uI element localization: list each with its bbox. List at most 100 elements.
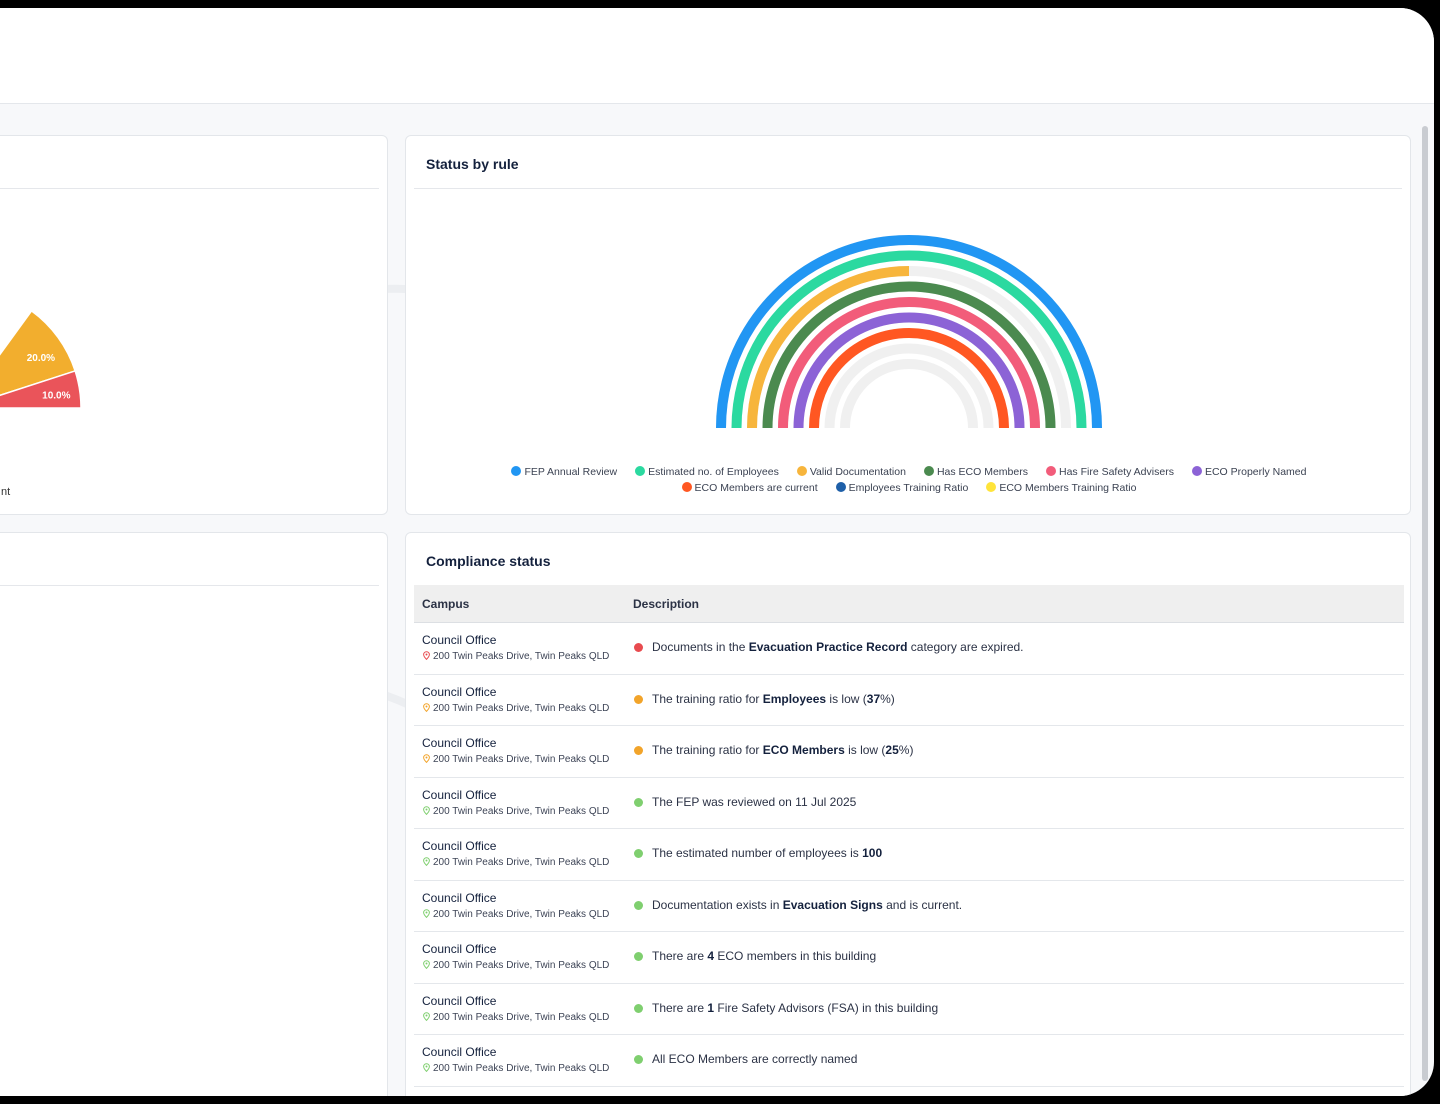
- column-header-campus[interactable]: Campus: [422, 597, 470, 611]
- campus-address: 200 Twin Peaks Drive, Twin Peaks QLD: [422, 651, 609, 662]
- radial-bar[interactable]: [731, 250, 1087, 429]
- campus-name[interactable]: Council Office: [422, 1045, 497, 1059]
- table-row[interactable]: Council Office 200 Twin Peaks Drive, Twi…: [414, 726, 1404, 778]
- card-title: Compliance status: [426, 553, 551, 569]
- location-pin-icon: [423, 908, 430, 918]
- compliance-table: Campus Description Council Office 200 Tw…: [414, 585, 1404, 1087]
- campus-address: 200 Twin Peaks Drive, Twin Peaks QLD: [422, 1012, 609, 1023]
- column-header-description[interactable]: Description: [633, 597, 700, 611]
- legend-label: ECO Members are current: [694, 482, 818, 494]
- status-dot-icon: [634, 849, 643, 858]
- legend-dot-icon: [796, 466, 807, 476]
- radial-track: [840, 359, 978, 429]
- donut-slice[interactable]: [0, 369, 82, 409]
- description-text: The estimated number of employees is 100: [652, 846, 883, 860]
- location-pin-icon: [423, 702, 430, 712]
- legend-dot-icon: [1191, 466, 1202, 476]
- table-row[interactable]: Council Office 200 Twin Peaks Drive, Twi…: [414, 984, 1404, 1035]
- legend-label: FEP Annual Review: [524, 466, 618, 478]
- radial-bar[interactable]: [762, 281, 1056, 429]
- card-divider: [414, 188, 1402, 189]
- campus-address: 200 Twin Peaks Drive, Twin Peaks QLD: [422, 754, 609, 765]
- donut-chart: 20.0% 10.0%: [0, 309, 82, 409]
- radial-bar[interactable]: [747, 266, 910, 429]
- table-row[interactable]: Council Office 200 Twin Peaks Drive, Twi…: [414, 1035, 1404, 1087]
- compliance-status-card: Compliance status Campus Description Cou…: [405, 532, 1411, 1096]
- campus-name[interactable]: Council Office: [422, 993, 497, 1008]
- radial-bar[interactable]: [716, 235, 1102, 429]
- location-pin-icon: [423, 1063, 430, 1072]
- status-dot-icon: [634, 797, 643, 807]
- card-divider: [0, 585, 379, 586]
- table-row[interactable]: Council Office 200 Twin Peaks Drive, Twi…: [414, 778, 1404, 829]
- table-row[interactable]: Council Office 200 Twin Peaks Drive, Twi…: [414, 932, 1404, 984]
- campus-name[interactable]: Council Office: [422, 890, 497, 905]
- chart-legend: FEP Annual Review Estimated no. of Employ…: [406, 466, 1412, 478]
- description-text: Documentation exists in Evacuation Signs…: [652, 897, 963, 912]
- status-dot-icon: [634, 643, 643, 652]
- legend-label: Valid Documentation: [809, 466, 906, 478]
- campus-address: 200 Twin Peaks Drive, Twin Peaks QLD: [422, 703, 609, 714]
- legend-item[interactable]: Employees Training Ratio: [835, 482, 969, 494]
- legend-item[interactable]: FEP Annual Review: [511, 466, 617, 478]
- legend-dot-icon: [1045, 466, 1056, 476]
- legend-dot-icon: [511, 466, 522, 476]
- card-divider: [0, 188, 379, 189]
- description-text: Documents in the Evacuation Practice Rec…: [652, 640, 1024, 654]
- card-title: Status by rule: [426, 156, 519, 172]
- legend-dot-icon: [635, 466, 646, 476]
- table-row[interactable]: Council Office 200 Twin Peaks Drive, Twi…: [414, 623, 1404, 675]
- description-text: The training ratio for Employees is low …: [652, 691, 895, 706]
- legend-label: Has ECO Members: [936, 466, 1028, 478]
- left-chart-card: 20.0% 10.0% nt: [0, 135, 388, 515]
- table-row[interactable]: Council Office 200 Twin Peaks Drive, Twi…: [414, 881, 1404, 932]
- legend-label: Employees Training Ratio: [848, 482, 969, 494]
- scrollbar[interactable]: [1422, 126, 1428, 1081]
- left-bottom-card: [0, 532, 388, 1096]
- legend-item[interactable]: Has ECO Members: [923, 466, 1028, 478]
- location-pin-icon: [423, 651, 430, 660]
- radial-bar[interactable]: [778, 297, 1040, 429]
- campus-name[interactable]: Council Office: [422, 942, 497, 956]
- status-dot-icon: [634, 952, 643, 961]
- chart-legend: ECO Members are current Employees Trainin…: [406, 482, 1412, 494]
- location-pin-icon: [423, 960, 430, 969]
- table-row[interactable]: Council Office 200 Twin Peaks Drive, Twi…: [414, 675, 1404, 726]
- location-pin-icon: [423, 805, 430, 815]
- campus-address: 200 Twin Peaks Drive, Twin Peaks QLD: [422, 1063, 609, 1074]
- description-text: There are 1 Fire Safety Advisors (FSA) i…: [652, 1000, 939, 1015]
- legend-item[interactable]: ECO Members Training Ratio: [986, 482, 1136, 494]
- status-dot-icon: [634, 1055, 643, 1064]
- description-text: The training ratio for ECO Members is lo…: [652, 743, 914, 757]
- campus-name[interactable]: Council Office: [422, 839, 497, 853]
- legend-label: Estimated no. of Employees: [648, 466, 779, 478]
- legend-item[interactable]: ECO Members are current: [681, 482, 818, 494]
- campus-address: 200 Twin Peaks Drive, Twin Peaks QLD: [422, 960, 609, 971]
- legend-dot-icon: [986, 482, 997, 492]
- legend-label: ECO Members Training Ratio: [999, 482, 1137, 494]
- campus-name[interactable]: Council Office: [422, 787, 497, 802]
- donut-slice[interactable]: [0, 309, 77, 408]
- status-dot-icon: [634, 694, 643, 704]
- radial-bar[interactable]: [809, 328, 1009, 429]
- legend-item[interactable]: Has Fire Safety Advisers: [1045, 466, 1174, 478]
- campus-name[interactable]: Council Office: [422, 684, 497, 699]
- description-text: There are 4 ECO members in this building: [652, 949, 877, 963]
- legend-item[interactable]: Valid Documentation: [796, 466, 906, 478]
- status-dot-icon: [634, 1003, 643, 1013]
- legend-item[interactable]: ECO Properly Named: [1191, 466, 1307, 478]
- status-dot-icon: [634, 900, 643, 910]
- campus-address: 200 Twin Peaks Drive, Twin Peaks QLD: [422, 806, 609, 817]
- location-pin-icon: [423, 857, 430, 866]
- campus-name[interactable]: Council Office: [422, 633, 497, 647]
- table-row[interactable]: Council Office 200 Twin Peaks Drive, Twi…: [414, 829, 1404, 881]
- description-text: All ECO Members are correctly named: [652, 1052, 858, 1066]
- radial-bar[interactable]: [793, 312, 1025, 429]
- status-dot-icon: [634, 746, 643, 755]
- app-screen: 20.0% 10.0% nt Status by rule FEP Annual …: [0, 8, 1434, 1096]
- description-text: The FEP was reviewed on 11 Jul 2025: [652, 794, 857, 809]
- location-pin-icon: [423, 754, 430, 763]
- campus-name[interactable]: Council Office: [422, 736, 497, 750]
- legend-item[interactable]: Estimated no. of Employees: [635, 466, 779, 478]
